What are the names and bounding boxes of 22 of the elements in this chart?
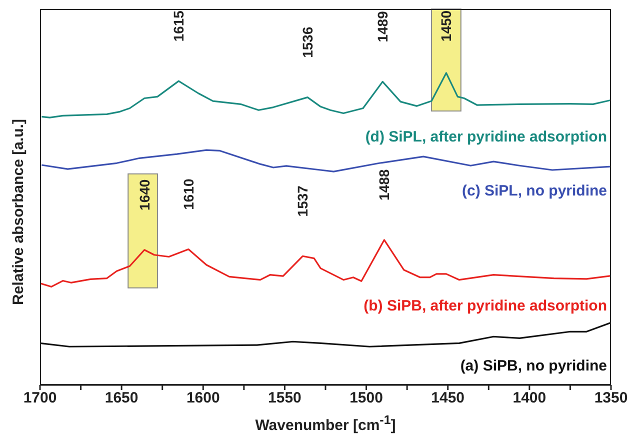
series-label: (a) SiPB, no pyridine — [460, 358, 607, 375]
annotation: 1610 — [180, 178, 196, 210]
series-label: (d) SiPL, after pyridine adsorption — [365, 128, 607, 146]
annotation: 1537 — [294, 185, 311, 217]
x-tick-label: 1700 — [23, 390, 57, 407]
x-tick-label: 1500 — [350, 390, 383, 407]
x-tick-label: 1400 — [512, 390, 546, 407]
annotation: 1536 — [300, 26, 316, 58]
annotation: 1640 — [136, 179, 152, 210]
annotation: 1615 — [170, 10, 187, 42]
x-tick-label: 1600 — [186, 390, 220, 407]
series-label: (b) SiPB, after pyridine adsorption — [364, 298, 607, 315]
x-axis-title: Wavenumber [cm$^{-1}$] — [254, 413, 397, 434]
annotation: 1450 — [438, 10, 454, 42]
series-label: (c) SiPL, no pyridine — [462, 182, 607, 200]
y-axis-title: Relative absorbance [a.u.] — [10, 118, 28, 307]
x-tick-label: 1550 — [268, 390, 302, 407]
x-tick-label: 1650 — [104, 390, 138, 407]
x-tick-label: 1350 — [594, 390, 628, 407]
annotation: 1489 — [374, 10, 391, 42]
x-tick-label: 1450 — [431, 390, 465, 407]
annotation: 1488 — [376, 169, 392, 200]
